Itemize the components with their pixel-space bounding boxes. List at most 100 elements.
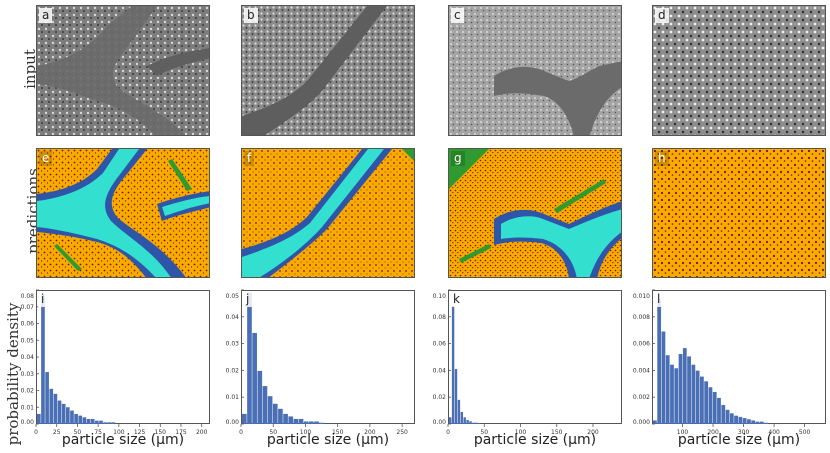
histogram-bar	[457, 399, 461, 424]
x-axis-label-i: particle size (μm)	[61, 432, 185, 448]
histogram-bar	[314, 421, 319, 424]
y-tick-label: 0.04	[433, 367, 447, 374]
y-tick-label: 0.006	[633, 341, 650, 348]
histogram-bar	[759, 421, 764, 424]
histogram-bar	[278, 408, 283, 424]
y-tick-label: 0.08	[433, 314, 447, 321]
y-tick-label: 0.004	[633, 367, 650, 374]
histogram-bar	[764, 422, 768, 424]
prediction-g-image	[449, 149, 621, 277]
x-tick-label: 100	[113, 429, 125, 436]
histogram-bar	[41, 295, 45, 424]
histogram-bar	[293, 418, 299, 424]
x-tick-label: 200	[707, 429, 719, 436]
histogram-bar	[454, 369, 458, 424]
y-tick-label: 0.03	[226, 341, 240, 348]
histogram-bar	[53, 393, 58, 424]
y-tick-label: 0.07	[21, 304, 35, 311]
panel-label-i: i	[38, 292, 48, 307]
micrograph-c: c	[448, 5, 622, 136]
histogram-bar	[725, 409, 730, 424]
histogram-bar	[86, 418, 91, 424]
histogram-bar	[695, 370, 700, 424]
prediction-f: f	[241, 148, 415, 278]
histogram-bar	[267, 396, 273, 424]
x-tick-label: 150	[332, 429, 344, 436]
x-tick-label: 100	[515, 429, 527, 436]
panel-label-a: a	[39, 8, 53, 23]
histogram-bar	[288, 416, 294, 424]
histogram-bar	[272, 403, 278, 424]
y-tick-label: 0.00	[226, 419, 240, 426]
histogram-bar	[475, 422, 478, 424]
histogram-bar	[242, 413, 247, 424]
histogram-bar	[661, 331, 666, 424]
x-tick-label: 100	[677, 429, 689, 436]
histogram-bar	[298, 418, 304, 424]
x-axis-label-k: particle size (μm)	[473, 432, 597, 448]
histogram-l-svg: 0.000 0.002 0.004 0.006 0.008 0.010 100 200 300 4…	[633, 289, 826, 436]
histogram-bar	[747, 419, 751, 424]
histogram-k-svg: 0.00 0.02 0.04 0.06 0.08 0.10 0 50 100 150 200	[433, 289, 622, 436]
histogram-bar	[319, 422, 324, 424]
histogram-bar	[700, 376, 704, 424]
histogram-bar	[283, 413, 288, 424]
histogram-bar	[90, 418, 95, 424]
y-tick-label: 0.01	[21, 404, 35, 411]
x-tick-label: 0	[34, 429, 38, 436]
y-tick-label: 0.02	[226, 367, 240, 374]
x-tick-label: 50	[269, 429, 277, 436]
histogram-bar	[103, 422, 107, 424]
histogram-bar	[478, 423, 481, 424]
histogram-bar	[66, 407, 70, 424]
histogram-bar	[729, 413, 734, 424]
histogram-bar	[57, 400, 62, 424]
histogram-bar	[691, 364, 696, 424]
panel-label-j: j	[243, 292, 253, 307]
histogram-bar	[61, 403, 66, 424]
panel-label-f: f	[244, 151, 255, 166]
x-tick-label: 300	[738, 429, 750, 436]
prediction-e-image	[37, 149, 209, 277]
panel-label-c: c	[451, 8, 464, 23]
x-tick-label: 50	[74, 429, 82, 436]
histogram-bar	[45, 372, 49, 424]
histogram-bar	[742, 418, 747, 424]
histogram-bar	[449, 417, 452, 424]
x-tick-label: 200	[196, 429, 208, 436]
x-tick-label: 0	[239, 429, 243, 436]
x-tick-label: 250	[396, 429, 408, 436]
y-tick-label: 0.000	[633, 419, 650, 426]
histogram-bar	[469, 421, 472, 424]
histogram-bar	[257, 370, 263, 424]
panel-label-k: k	[450, 292, 463, 307]
y-tick-label: 0.002	[633, 394, 650, 401]
row-label-probability-density: probability density	[4, 302, 22, 446]
x-tick-label: 500	[799, 429, 811, 436]
histogram-bar	[252, 332, 257, 424]
histogram-bar	[111, 422, 116, 424]
prediction-h-image	[653, 149, 825, 277]
y-tick-label: 0.02	[21, 388, 35, 395]
histogram-bar	[49, 388, 54, 424]
histogram-bar	[95, 420, 99, 424]
histogram-i: 0.00 0.01 0.02 0.03 0.04 0.05 0.06 0.07 0.08 0 25 5…	[21, 289, 210, 436]
histogram-bar	[466, 419, 469, 424]
plot-frame	[241, 290, 415, 424]
x-axis-label-l: particle size (μm)	[677, 432, 801, 448]
x-tick-label: 175	[175, 429, 187, 436]
y-tick-label: 0.01	[226, 394, 240, 401]
y-tick-label: 0.00	[21, 419, 35, 426]
histogram-bar	[70, 410, 74, 424]
y-tick-label: 0.010	[633, 293, 650, 300]
histogram-bar	[704, 381, 709, 424]
histogram-l: 0.000 0.002 0.004 0.006 0.008 0.010 100 200 300 4…	[633, 289, 826, 436]
histogram-bar	[472, 422, 475, 424]
prediction-g: g	[448, 148, 622, 278]
histogram-bar	[107, 422, 112, 424]
histogram-bar	[738, 416, 743, 424]
micrograph-a-image	[37, 6, 209, 135]
histogram-bar	[309, 421, 314, 424]
micrograph-b-image	[242, 6, 414, 135]
prediction-h: h	[652, 148, 826, 278]
